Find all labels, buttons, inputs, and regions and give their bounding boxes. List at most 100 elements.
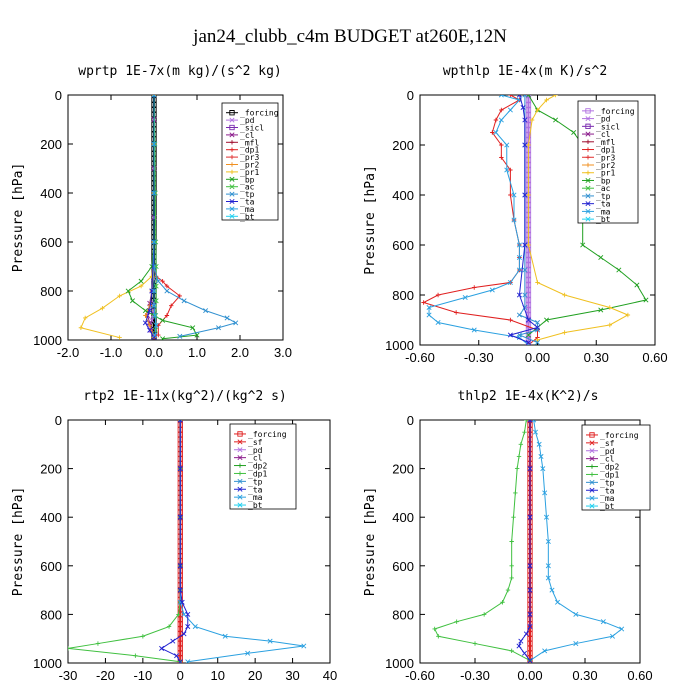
legend-label: _tp — [240, 190, 255, 199]
y-tick-label: 200 — [392, 138, 414, 153]
panel-title-2: wpthlp 1E-4x(m K)/s^2 — [443, 64, 607, 79]
legend-marker — [585, 108, 591, 114]
legend-label: _mfl — [240, 138, 259, 147]
series-markers-dp1 — [68, 420, 183, 663]
figure-title: jan24_clubb_c4m BUDGET at260E,12N — [192, 26, 507, 47]
legend-marker — [585, 216, 591, 222]
legend-label: _cl — [600, 455, 615, 464]
legend-marker — [585, 131, 591, 137]
y-tick-label: 0 — [407, 88, 414, 103]
legend-marker — [229, 110, 235, 116]
series-line-pr1 — [527, 95, 630, 341]
legend-marker — [589, 464, 595, 469]
legend-marker — [229, 132, 235, 138]
legend-label: _sf — [600, 439, 615, 448]
y-tick-label: 400 — [40, 510, 62, 525]
legend-marker — [589, 479, 595, 485]
y-tick-label: 1000 — [385, 338, 414, 353]
series-markers-ta — [159, 420, 191, 663]
series-markers-pr1 — [78, 95, 157, 340]
series-line-dp1 — [433, 420, 531, 662]
panel-title-1: wprtp 1E-7x(m kg)/(s^2 kg) — [78, 64, 282, 79]
x-tick-label: 3.0 — [274, 345, 292, 360]
legend-label: _cl — [248, 454, 263, 463]
legend-label: _bt — [240, 212, 255, 221]
y-tick-label: 800 — [392, 607, 414, 622]
legend-label: _dp1 — [596, 146, 615, 155]
series-group-1 — [78, 95, 239, 340]
legend-label: _dp1 — [248, 469, 267, 478]
legend-marker — [585, 193, 591, 199]
legend-marker — [585, 123, 591, 129]
legend-marker — [237, 486, 243, 492]
y-tick-label: 800 — [392, 288, 414, 303]
legend-label: _ac — [240, 183, 255, 192]
legend-label: _dp2 — [600, 463, 619, 472]
y-tick-label: 400 — [392, 188, 414, 203]
y-tick-label: 0 — [407, 413, 414, 428]
legend-marker — [237, 447, 243, 453]
series-group-4 — [432, 420, 625, 663]
y-axis-label-4: Pressure [hPa] — [363, 487, 378, 597]
y-tick-label: 600 — [40, 559, 62, 574]
legend-label: _ma — [240, 205, 255, 214]
legend-label: _pr1 — [596, 169, 615, 178]
x-tick-label: 0.00 — [525, 350, 550, 365]
series-markers-forcing — [177, 420, 183, 663]
legend-marker — [229, 162, 235, 167]
series-markers-ma — [527, 420, 625, 663]
plot-frame-3 — [67, 419, 331, 664]
legend-label: _pr1 — [240, 168, 259, 177]
series-group-2 — [421, 95, 649, 345]
legend-marker — [589, 472, 595, 477]
legend-label: _bp — [240, 175, 255, 184]
legend-marker — [229, 124, 235, 131]
legend-label: _ac — [596, 184, 611, 193]
legend-marker — [589, 440, 595, 446]
legend-label: _pr3 — [596, 153, 615, 162]
legend-label: _ma — [248, 493, 263, 502]
legend-label: _tp — [596, 192, 611, 201]
series-markers-pr1 — [526, 95, 631, 343]
legend-marker — [229, 147, 235, 152]
x-tick-label: 0.00 — [517, 668, 542, 683]
legend-marker — [589, 487, 595, 493]
series-markers-dp1 — [421, 95, 540, 345]
x-tick-label: 20 — [248, 668, 262, 683]
legend-label: _pr2 — [596, 161, 615, 170]
x-tick-label: -30 — [59, 668, 78, 683]
x-tick-label: 30 — [285, 668, 299, 683]
legend-marker — [585, 185, 591, 191]
legend-label: _forcing — [600, 431, 639, 440]
legend-marker — [237, 431, 243, 437]
legend-label: _bt — [600, 502, 615, 511]
legend-marker — [237, 463, 243, 468]
legend-marker — [229, 184, 235, 190]
legend-label: _mfl — [596, 138, 615, 147]
y-tick-label: 400 — [392, 510, 414, 525]
legend-marker — [229, 198, 235, 205]
legend-label: _sicl — [240, 124, 264, 133]
legend-label: _bt — [596, 215, 611, 224]
x-tick-label: 0 — [177, 668, 184, 683]
x-tick-label: -10 — [133, 668, 152, 683]
series-line-pr1 — [80, 95, 155, 339]
legend-label: _bp — [596, 176, 611, 185]
legend-label: _ta — [600, 486, 615, 495]
legend-marker — [229, 117, 235, 123]
series-markers-dp1 — [432, 420, 533, 663]
legend-marker — [229, 169, 235, 175]
legend-marker — [589, 503, 595, 509]
legend-box-4 — [581, 424, 651, 511]
x-tick-label: 40 — [323, 668, 337, 683]
legend-label: _pd — [596, 115, 611, 124]
legend-marker — [589, 448, 595, 454]
legend-marker — [585, 208, 591, 214]
y-tick-label: 200 — [40, 462, 62, 477]
legend-marker — [237, 478, 243, 484]
legend-label: _sicl — [596, 122, 620, 131]
legend-label: _tp — [248, 477, 263, 486]
legend-marker — [585, 170, 591, 175]
